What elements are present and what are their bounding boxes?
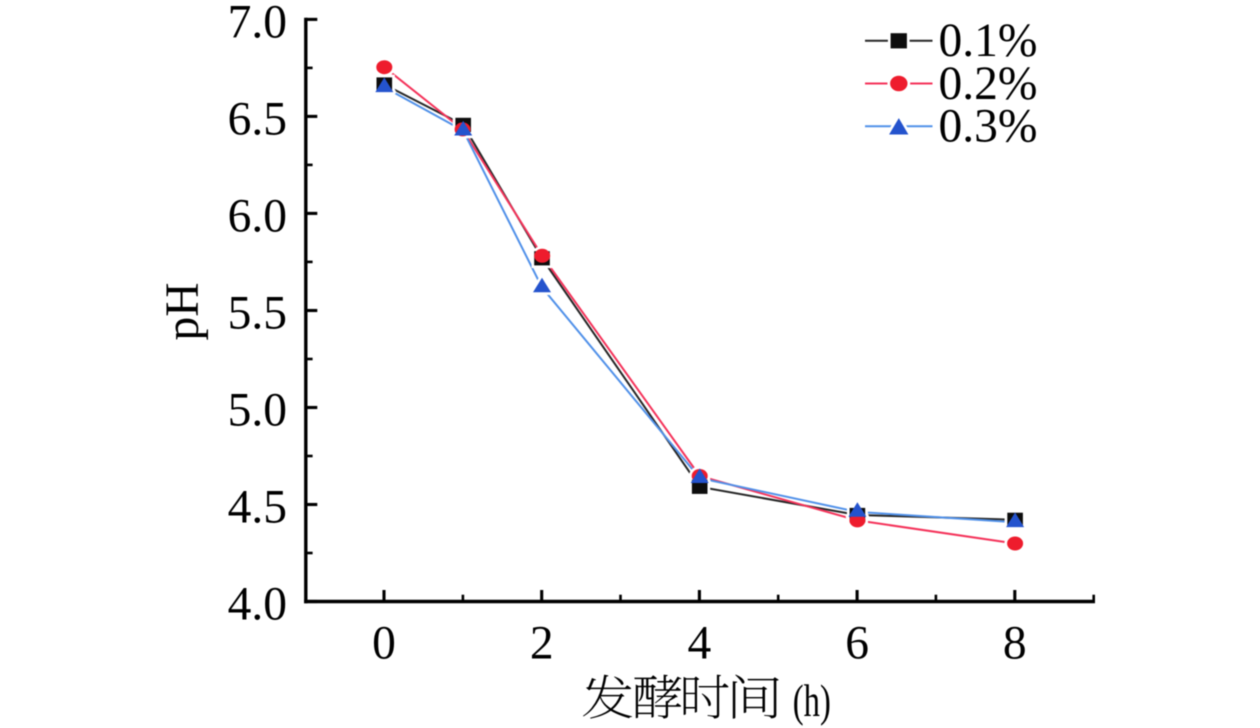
svg-text:0.1%: 0.1% [939, 15, 1038, 67]
svg-text:7.0: 7.0 [228, 0, 287, 48]
svg-text:0.2%: 0.2% [939, 58, 1038, 110]
svg-text:6.0: 6.0 [228, 190, 287, 242]
svg-text:5.0: 5.0 [228, 385, 287, 437]
svg-text:5.5: 5.5 [228, 288, 287, 340]
svg-text:(h): (h) [793, 675, 831, 726]
svg-text:pH: pH [157, 282, 209, 340]
svg-text:0: 0 [372, 618, 396, 670]
svg-text:4: 4 [688, 618, 712, 670]
svg-text:2: 2 [530, 618, 554, 670]
svg-text:6: 6 [845, 618, 869, 670]
svg-text:0.3%: 0.3% [939, 101, 1038, 153]
svg-text:8: 8 [1003, 618, 1027, 670]
svg-text:6.5: 6.5 [228, 93, 287, 145]
svg-text:4.5: 4.5 [228, 482, 287, 534]
svg-text:4.0: 4.0 [228, 579, 287, 631]
